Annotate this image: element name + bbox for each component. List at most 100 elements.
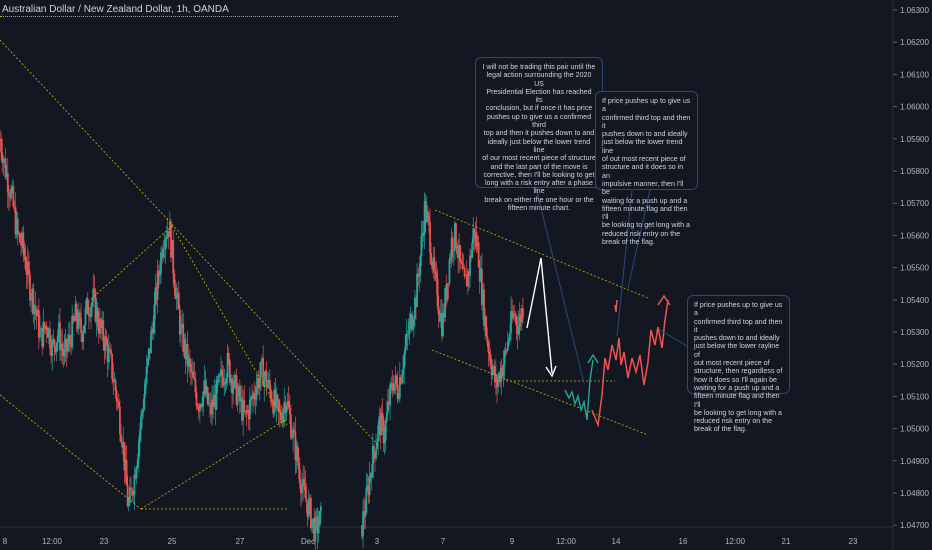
candle [136,459,139,468]
note-line: be looking to get long with a [694,408,782,417]
candle [31,288,34,300]
candle [244,410,247,412]
note-1-pointer [535,187,585,384]
candle [61,344,64,351]
candle [283,402,286,412]
annotation-note-2[interactable]: If price pushes up to give us a confirmed… [595,91,698,246]
candle [164,239,167,249]
y-tick-label: 1.06300 [900,6,929,15]
candle [137,441,140,460]
candle [109,348,111,351]
candle [365,488,368,514]
x-tick-label: 3 [375,537,380,546]
candle [237,386,240,393]
candle [487,342,490,352]
candle [203,380,206,392]
candle [92,288,95,302]
candle [221,369,223,378]
candle [116,401,119,403]
candle [423,201,426,235]
candle [461,262,464,269]
candle [196,405,199,408]
candle [443,312,445,318]
candle [67,335,70,345]
candle [135,467,138,479]
candle [371,446,374,478]
candle [43,322,46,329]
candle [16,218,19,233]
candle [104,336,107,351]
candle [514,315,517,317]
note-line: break of the flag. [602,238,655,247]
candle [34,305,37,311]
candle [23,248,26,257]
annotation-note-3[interactable]: If price pushes up to give us a confirmed… [687,295,790,433]
candle [30,299,32,301]
candle [403,354,406,370]
candle [437,306,440,316]
candle [308,497,311,500]
candle [218,374,221,376]
candle [202,391,205,407]
candle [392,389,395,391]
candle [489,354,492,366]
candle [507,339,510,342]
candle [291,437,293,439]
candle [491,369,494,376]
candle [3,158,6,160]
y-tick-label: 1.05700 [900,199,929,208]
candle [398,377,401,399]
candle [71,315,74,348]
annotation-note-1[interactable]: I will not be trading this pair until th… [475,57,603,212]
candle [493,366,496,383]
x-tick-label: 12:00 [725,537,746,546]
candle [385,412,388,422]
candle [141,412,144,416]
candle [512,313,515,319]
candle [478,267,481,282]
candle [391,383,394,390]
candle [296,445,299,463]
candle [70,340,72,348]
candle [248,399,251,420]
candle [82,332,85,342]
candle [434,271,437,273]
x-tick-label: 23 [849,537,858,546]
candle [363,511,366,518]
candle [254,397,257,400]
note-line: ideally just below the lower trend line [487,137,591,154]
candle [369,473,372,476]
candle [140,415,142,431]
candle [119,406,121,435]
candle [69,335,71,341]
candle [222,377,225,386]
x-tick-label: 23 [100,537,109,546]
candle [424,201,427,222]
candle [438,315,441,322]
candle [35,310,38,317]
candle [170,221,172,258]
candle [469,255,471,276]
candle [298,469,301,484]
candle [27,261,30,275]
candle [242,400,245,421]
note-line: just below the lower trend line [602,138,683,155]
candle [154,287,157,305]
candle [414,298,416,319]
candle [60,344,62,351]
y-axis-panel[interactable] [893,0,932,550]
candle [516,326,519,334]
candle [216,380,219,383]
candle [282,411,285,423]
candle [293,429,296,432]
candle [121,441,124,448]
candle [292,429,295,438]
candle [6,172,9,193]
candle [281,419,283,423]
candle [162,248,165,258]
green-path [564,359,594,421]
candle [39,329,41,338]
candle [422,232,425,235]
y-tick-label: 1.05500 [900,264,929,273]
